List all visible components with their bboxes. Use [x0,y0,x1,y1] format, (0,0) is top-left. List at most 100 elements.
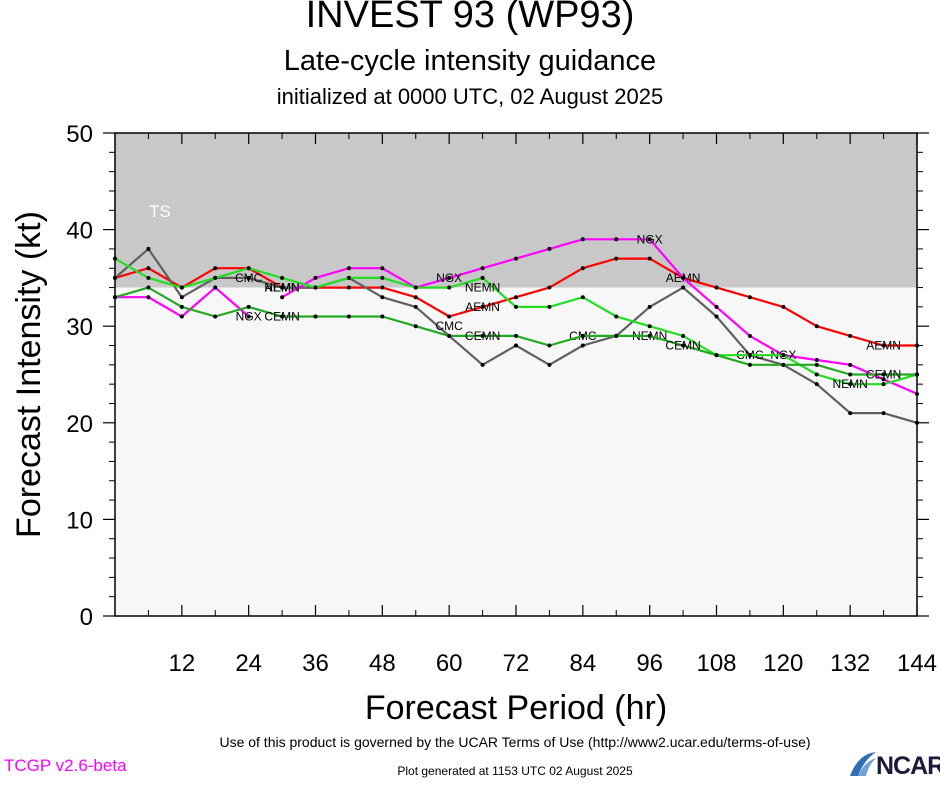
chart-subtitle: Late-cycle intensity guidance [283,45,657,77]
data-point [246,304,251,309]
data-point [747,362,752,367]
data-point [213,266,218,271]
chart-title: INVEST 93 (WP93) [305,0,635,36]
data-point [280,295,285,300]
data-point [781,353,786,358]
data-point [346,314,351,319]
data-point [580,237,585,242]
data-point [514,304,518,309]
data-point [614,237,619,242]
data-point [179,314,184,319]
data-point [647,324,652,329]
data-point [447,314,452,319]
data-point [346,275,351,280]
data-point [614,333,619,338]
y-tick-label: 20 [66,411,93,438]
data-point [848,372,853,377]
x-tick-label: 72 [503,650,530,677]
init-time: initialized at 0000 UTC, 02 August 2025 [276,84,664,109]
data-point [547,343,552,348]
data-point [514,295,518,300]
data-point [447,285,452,290]
series-label: CMC [436,319,464,333]
data-point [146,295,151,300]
data-point [580,295,585,300]
band-label: TS [149,202,171,221]
series-label: CEMN [866,368,901,382]
data-point [814,382,819,387]
x-tick-label: 108 [696,650,736,677]
data-point [280,275,285,280]
data-point [848,362,853,367]
data-point [681,333,686,338]
data-point [413,304,418,309]
data-point [814,372,819,377]
series-label: NGX [637,232,663,246]
data-point [413,324,418,329]
data-point [580,333,585,338]
data-point [413,295,418,300]
data-point [714,304,719,309]
data-point [781,362,786,367]
data-point [480,266,485,271]
data-point [380,285,385,290]
data-point [647,237,652,242]
ncar-logo: NCAR [848,750,940,780]
terms-of-use: Use of this product is governed by the U… [219,734,811,750]
series-nemn: NEMNNEMNNEMNNEMN [113,256,919,391]
data-point [781,304,786,309]
data-point [681,343,686,348]
data-point [547,285,552,290]
data-point [480,362,485,367]
x-tick-label: 132 [830,650,870,677]
x-tick-label: 48 [369,650,396,677]
data-point [514,343,518,348]
data-point [246,266,251,271]
data-point [514,333,518,338]
series-label: CEMN [264,310,299,324]
data-point [547,246,552,251]
data-point [313,314,318,319]
data-point [246,275,251,280]
series-label: NEMN [465,281,500,295]
x-tick-label: 36 [302,650,329,677]
data-point [179,295,184,300]
data-point [447,333,452,338]
series-label: NGX [436,271,462,285]
data-point [881,372,886,377]
data-point [681,285,686,290]
data-point [246,314,251,319]
data-point [280,314,285,319]
data-point [514,256,518,261]
series-label: NGX [236,310,262,324]
data-point [747,295,752,300]
data-point [647,333,652,338]
x-tick-label: 60 [436,650,463,677]
generated-time: Plot generated at 1153 UTC 02 August 202… [397,764,633,778]
x-tick-label: 12 [168,650,195,677]
x-tick-label: 96 [636,650,663,677]
y-tick-label: 30 [66,314,93,341]
y-tick-label: 40 [66,218,93,245]
data-point [413,285,418,290]
x-tick-label: 84 [569,650,596,677]
data-point [146,266,151,271]
data-point [814,324,819,329]
x-tick-label: 144 [897,650,937,677]
data-point [881,343,886,348]
series-label: CEMN [465,329,500,343]
data-point [547,362,552,367]
data-point [146,275,151,280]
data-point [747,333,752,338]
data-point [881,377,886,382]
series-label: AEMN [866,339,901,353]
data-point [814,358,819,363]
data-point [213,285,218,290]
y-tick-label: 50 [66,121,93,148]
band-below-ts [115,287,917,616]
data-point [179,285,184,290]
x-tick-label: 24 [235,650,262,677]
y-tick-label: 0 [80,604,93,631]
data-point [647,256,652,261]
